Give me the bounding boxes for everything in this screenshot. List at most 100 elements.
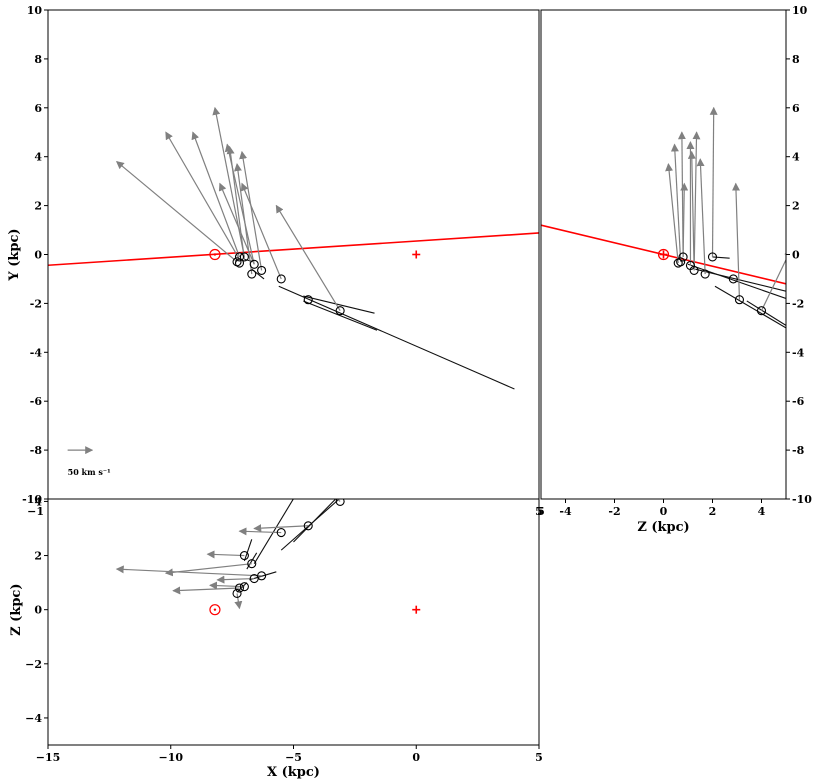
xy-plot-area [48, 106, 539, 390]
zy-star-marker [678, 252, 688, 262]
xz-xtick-label: 5 [535, 751, 543, 764]
xy-ytick-label: -10 [22, 493, 42, 506]
zy-ytick-label: -4 [792, 346, 805, 359]
zy-ytick-label: 8 [792, 53, 800, 66]
zy-velocity-arrow [709, 106, 718, 257]
zy-ytick-label: 2 [792, 200, 800, 213]
xy-velocity-arrow [191, 131, 241, 258]
xy-xtick-partial-right: 5 [535, 505, 543, 518]
xz-star-marker [303, 521, 313, 531]
panel-z-y: 10 8 6 4 2 0 -2 -4 -6 -8 -10 -4 -2 0 2 4 5 Z (kpc) [537, 4, 812, 535]
xz-star-marker [239, 551, 249, 561]
xz-velocity-arrow [216, 575, 255, 584]
xy-ytick-label: -2 [30, 297, 42, 310]
zy-orbit-segment [746, 300, 786, 326]
xz-star-marker [276, 527, 286, 538]
xz-star-marker [232, 588, 242, 598]
zy-ytick-label: 0 [792, 249, 800, 262]
zy-velocity-arrow [760, 248, 786, 311]
xy-star-marker [249, 259, 259, 269]
zy-xtick-partial-left: 5 [537, 505, 545, 518]
xy-velocity-arrow [165, 131, 241, 260]
xy-sun-symbol [209, 248, 221, 261]
xy-ytick-label: 2 [34, 200, 42, 213]
zy-star-marker [700, 269, 710, 279]
zy-velocity-arrow [670, 143, 682, 262]
xz-xtick-label: −5 [285, 751, 302, 764]
xy-ytick-label: -8 [30, 444, 43, 457]
xy-velocity-arrow [115, 160, 238, 263]
zy-xtick-label: 2 [709, 505, 717, 518]
panel-x-y: 10 8 6 4 2 0 -2 -4 -6 -8 -10−1 5 Y (kpc) 50 km s⁻¹ [7, 4, 543, 518]
xy-y-axis-title: Y (kpc) [7, 228, 22, 281]
zy-sun-symbol [657, 248, 670, 261]
xz-velocity-arrow [172, 586, 240, 595]
zy-orbit-segment [714, 285, 786, 329]
zy-xtick-label: 4 [758, 505, 766, 518]
panel-x-z: 420−2−4−15 −10 −5 0 5X (kpc)Z (kpc) [9, 449, 543, 780]
xy-velocity-arrow [275, 204, 341, 312]
zy-star-marker [734, 295, 745, 305]
xz-sun-symbol [209, 604, 221, 616]
xz-velocity-arrow [209, 581, 245, 590]
xz-xtick-label: 0 [412, 751, 420, 764]
zy-velocity-arrow [692, 131, 701, 271]
xz-orbit-segment [236, 582, 248, 593]
xz-xtick-label: −10 [158, 751, 183, 764]
xy-star-marker [234, 258, 245, 268]
xy-star-marker [257, 265, 267, 275]
zy-xtick-label: -4 [559, 505, 572, 518]
xy-velocity-arrow [226, 145, 245, 260]
xy-star-marker [276, 274, 286, 284]
xz-ytick-label: 0 [34, 604, 42, 617]
xy-velocity-arrow [239, 150, 263, 271]
zy-xtick-label: -2 [608, 505, 620, 518]
xz-xtick-label: −15 [36, 751, 61, 764]
zy-velocity-arrow [687, 150, 696, 271]
zy-star-marker [676, 257, 686, 267]
zy-star-marker [707, 252, 718, 262]
xy-background [48, 10, 539, 499]
xy-sun-dot [213, 253, 217, 256]
xz-velocity-arrow [253, 524, 309, 533]
zy-ytick-label: 4 [792, 151, 800, 164]
xy-star-marker [335, 306, 345, 316]
xz-velocity-arrow [238, 527, 282, 536]
zy-velocity-arrow [680, 182, 689, 257]
xz-orbit-segment [243, 539, 253, 562]
xz-sun-dot [213, 608, 217, 611]
xy-orbit-segment [303, 300, 378, 331]
zy-orbit-segment [712, 256, 730, 259]
zy-ytick-label: 6 [792, 102, 800, 115]
zy-velocity-arrow [731, 182, 741, 300]
xz-y-axis-title: Z (kpc) [9, 584, 24, 636]
zy-ytick-label: -2 [792, 297, 804, 310]
xy-velocity-arrow [218, 182, 255, 265]
xy-ytick-label: 8 [34, 53, 42, 66]
zy-velocity-arrow [665, 163, 679, 264]
zy-x-axis-title: Z (kpc) [637, 520, 689, 535]
zy-star-marker [756, 306, 767, 316]
xy-xtick-partial-left: −1 [27, 505, 44, 518]
xy-ytick-label: 6 [34, 102, 42, 115]
xz-star-marker [239, 582, 249, 592]
zy-star-marker [689, 265, 699, 275]
xz-velocity-arrow [164, 563, 252, 577]
xz-ytick-label: −4 [25, 712, 42, 725]
xy-ytick-label: 0 [34, 249, 42, 262]
xy-ytick-label: 10 [27, 4, 43, 17]
xy-star-marker [239, 252, 249, 262]
xy-orbit-segment [278, 285, 515, 390]
xz-velocity-arrow [206, 550, 245, 559]
zy-ytick-label: -10 [792, 493, 812, 506]
zy-orbit-segment [695, 268, 786, 292]
xy-ytick-label: 4 [34, 151, 42, 164]
xz-star-marker [257, 571, 267, 581]
zy-velocity-arrow [696, 158, 706, 275]
zy-ytick-label: -6 [792, 395, 805, 408]
xz-star-marker [247, 559, 257, 569]
xz-velocity-arrow [115, 565, 262, 577]
xy-velocity-arrow [233, 163, 253, 275]
xz-ytick-label: 2 [34, 550, 42, 563]
xz-ytick-label: −2 [25, 658, 42, 671]
